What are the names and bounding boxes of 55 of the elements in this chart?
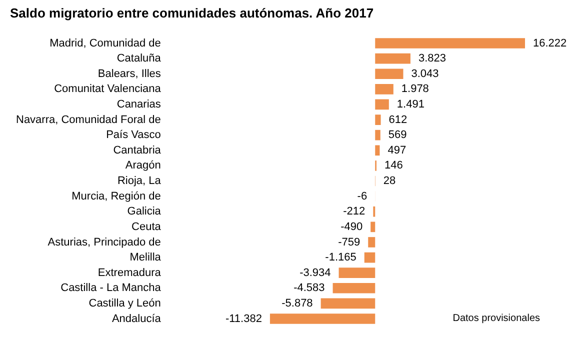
y-tick-label: Balears, Illes (98, 68, 162, 80)
bar (375, 99, 389, 110)
data-label: -6 (357, 190, 368, 202)
data-label: -4.583 (294, 282, 325, 294)
data-label: 16.222 (533, 37, 567, 50)
y-tick-label: Rioja, La (117, 175, 162, 188)
chart-title: Saldo migratorio entre comunidades autónomas. Año 2017 (10, 5, 374, 20)
y-tick-label: Andalucía (112, 312, 162, 325)
data-label: 3.043 (411, 68, 439, 80)
data-label: 1.491 (396, 98, 424, 111)
y-tick-label: Asturias, Principado de (48, 236, 161, 248)
data-label: -1.165 (325, 252, 356, 264)
y-tick-label: Cantabria (113, 144, 162, 156)
y-tick-label: Ceuta (132, 220, 162, 233)
bar (368, 237, 376, 248)
bar (375, 53, 410, 64)
y-tick-label: Comunitat Valenciana (54, 83, 162, 96)
y-tick-label: País Vasco (106, 129, 161, 142)
y-tick-label: Cataluña (116, 52, 162, 65)
bar (375, 130, 380, 140)
data-label: 1.978 (401, 83, 429, 96)
data-label: -490 (340, 220, 363, 233)
data-label: 146 (384, 160, 403, 172)
data-label: -212 (343, 206, 366, 218)
y-tick-label: Navarra, Comunidad Foral de (16, 114, 161, 126)
data-label: 569 (388, 129, 407, 142)
y-tick-label: Melilla (130, 252, 162, 264)
y-tick-label: Galicia (127, 206, 162, 218)
bar (364, 252, 376, 263)
bar (320, 298, 376, 309)
y-tick-label: Madrid, Comunidad de (50, 37, 161, 50)
bar (338, 268, 376, 278)
bar (375, 114, 381, 125)
data-label: -5.878 (282, 297, 313, 310)
data-label: 3.823 (418, 52, 446, 65)
y-tick-label: Canarias (116, 98, 162, 111)
y-tick-label: Aragón (125, 160, 161, 172)
bar (375, 68, 404, 80)
annotation: Datos provisionales (452, 313, 540, 324)
bar (375, 84, 394, 94)
bar (270, 314, 376, 324)
y-tick-label: Extremadura (98, 266, 162, 279)
data-label: 497 (388, 144, 406, 156)
y-tick-label: Castilla - La Mancha (60, 282, 162, 294)
y-tick-label: Castilla y León (88, 297, 161, 310)
bar (375, 38, 526, 48)
data-label: -11.382 (225, 312, 262, 325)
bar (370, 222, 376, 232)
data-label: 28 (383, 175, 396, 188)
bar (375, 145, 380, 156)
bar (332, 282, 376, 294)
data-label: 612 (388, 114, 408, 126)
data-label: -759 (338, 236, 360, 248)
y-tick-label: Murcia, Región de (72, 190, 161, 202)
data-label: -3.934 (300, 266, 331, 279)
